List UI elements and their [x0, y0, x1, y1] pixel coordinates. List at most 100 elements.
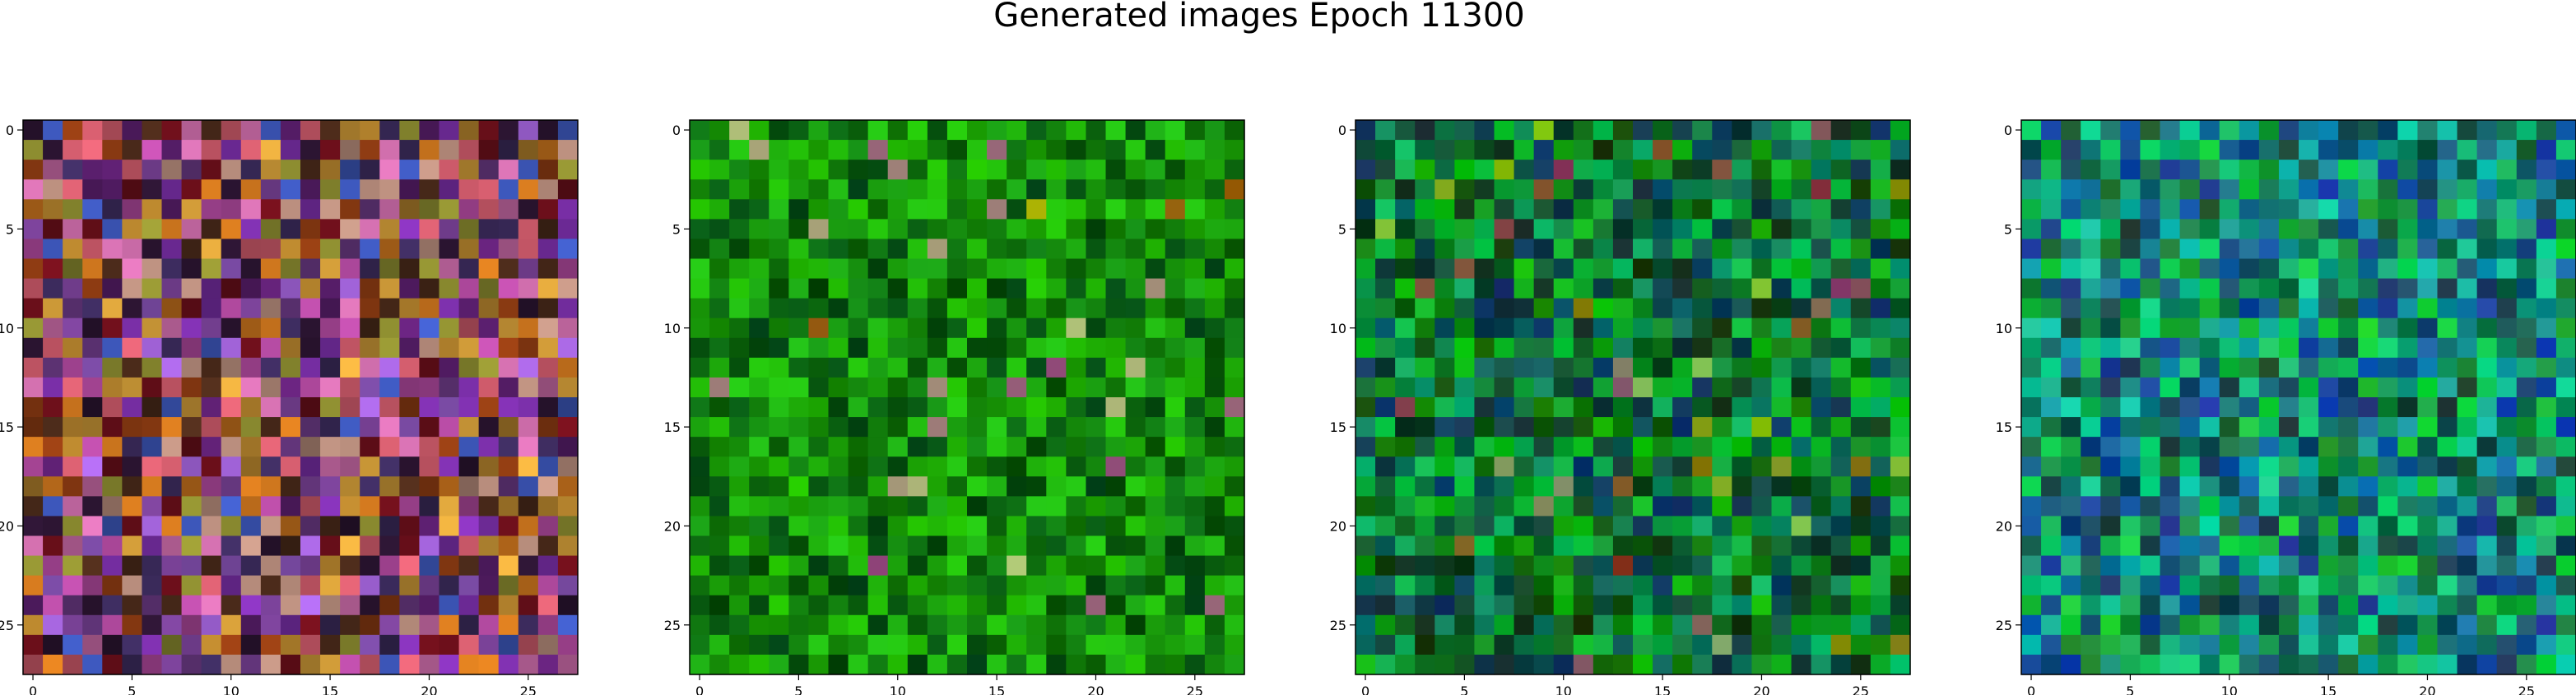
heatmap-cell — [1046, 140, 1067, 160]
heatmap-cell — [1771, 377, 1793, 398]
heatmap-cell — [63, 417, 83, 438]
heatmap-cell — [280, 476, 301, 497]
heatmap-cell — [1415, 397, 1435, 418]
heatmap-cell — [399, 377, 421, 398]
heatmap-cell — [2021, 120, 2042, 141]
heatmap-cell — [1105, 417, 1127, 438]
heatmap-cell — [690, 634, 710, 656]
heatmap-cell — [240, 239, 262, 260]
heatmap-cell — [360, 219, 380, 240]
heatmap-cell — [1712, 476, 1732, 497]
heatmap-cell — [320, 357, 341, 378]
heatmap-cell — [1224, 456, 1245, 477]
heatmap-cell — [690, 397, 710, 418]
heatmap-cell — [2140, 219, 2161, 240]
heatmap-cell — [2061, 614, 2081, 636]
heatmap-cell — [946, 140, 968, 160]
heatmap-cell — [360, 120, 380, 141]
heatmap-cell — [2100, 357, 2121, 378]
heatmap-cell — [808, 417, 830, 438]
heatmap-cell — [2536, 417, 2557, 438]
heatmap-cell — [1125, 456, 1146, 477]
heatmap-cell — [1612, 614, 1634, 636]
heatmap-cell — [1633, 437, 1653, 457]
heatmap-cell — [867, 239, 889, 260]
heatmap-cell — [729, 476, 750, 497]
heatmap-cell — [1612, 179, 1634, 200]
heatmap-cell — [320, 634, 341, 656]
heatmap-cell — [2041, 654, 2062, 675]
heatmap-cell — [201, 140, 222, 160]
heatmap-cell — [201, 476, 222, 497]
heatmap-cell — [887, 555, 909, 577]
heatmap-cell — [537, 575, 559, 596]
heatmap-cell — [1007, 239, 1027, 260]
heatmap-cell — [221, 456, 242, 477]
y-tick-label: 10 — [1330, 321, 1346, 336]
heatmap-cell — [1066, 377, 1087, 398]
heatmap-cell — [867, 140, 889, 160]
heatmap-cell — [102, 575, 123, 596]
heatmap-cell — [1514, 179, 1535, 200]
heatmap-cell — [1145, 317, 1166, 339]
heatmap-cell — [300, 575, 321, 596]
heatmap-cell — [749, 555, 770, 577]
heatmap-cell — [2516, 179, 2537, 200]
heatmap-cell — [2417, 397, 2439, 418]
heatmap-cell — [1046, 654, 1067, 675]
heatmap-cell — [788, 555, 810, 577]
heatmap-cell — [2457, 535, 2478, 557]
heatmap-cell — [300, 140, 321, 160]
heatmap-cell — [399, 535, 421, 557]
heatmap-cell — [1791, 278, 1812, 299]
heatmap-cell — [399, 140, 421, 160]
heatmap-cell — [63, 437, 83, 457]
heatmap-cell — [201, 397, 222, 418]
heatmap-cell — [1732, 219, 1753, 240]
heatmap-cell — [2061, 555, 2081, 577]
heatmap-cell — [260, 654, 281, 675]
heatmap-cell — [1653, 219, 1673, 240]
heatmap-cell — [2120, 456, 2141, 477]
heatmap-cell — [1086, 555, 1107, 577]
heatmap-cell — [43, 634, 63, 656]
heatmap-cell — [23, 456, 44, 477]
heatmap-cell — [43, 516, 63, 537]
heatmap-cell — [1395, 535, 1416, 557]
heatmap-cell — [1224, 140, 1245, 160]
heatmap-cell — [828, 258, 849, 280]
heatmap-cell — [749, 278, 770, 299]
heatmap-cell — [340, 120, 360, 141]
heatmap-cell — [379, 555, 400, 577]
heatmap-cell — [1395, 575, 1416, 596]
heatmap-cell — [280, 278, 301, 299]
heatmap-cell — [1791, 417, 1812, 438]
heatmap-cell — [1514, 120, 1535, 141]
heatmap-cell — [1653, 417, 1673, 438]
heatmap-cell — [1692, 634, 1713, 656]
heatmap-cell — [1204, 555, 1225, 577]
heatmap-cell — [1573, 337, 1594, 359]
heatmap-cell — [379, 278, 400, 299]
heatmap-cell — [419, 654, 440, 675]
heatmap-cell — [2358, 476, 2378, 497]
heatmap-cell — [1672, 179, 1693, 200]
heatmap-cell — [769, 219, 789, 240]
heatmap-cell — [1086, 634, 1107, 656]
heatmap-cell — [887, 199, 909, 220]
heatmap-cell — [1434, 160, 1455, 180]
heatmap-cell — [1870, 357, 1891, 378]
heatmap-cell — [946, 437, 968, 457]
heatmap-cell — [1573, 634, 1594, 656]
heatmap-cell — [498, 654, 519, 675]
heatmap-cell — [181, 179, 202, 200]
heatmap-cell — [1573, 456, 1594, 477]
heatmap-cell — [379, 258, 400, 280]
heatmap-cell — [987, 140, 1007, 160]
heatmap-cell — [1066, 140, 1087, 160]
heatmap-cell — [749, 179, 770, 200]
heatmap-cell — [2338, 397, 2359, 418]
heatmap-cell — [2239, 377, 2260, 398]
heatmap-cell — [1046, 496, 1067, 517]
heatmap-cell — [478, 555, 500, 577]
